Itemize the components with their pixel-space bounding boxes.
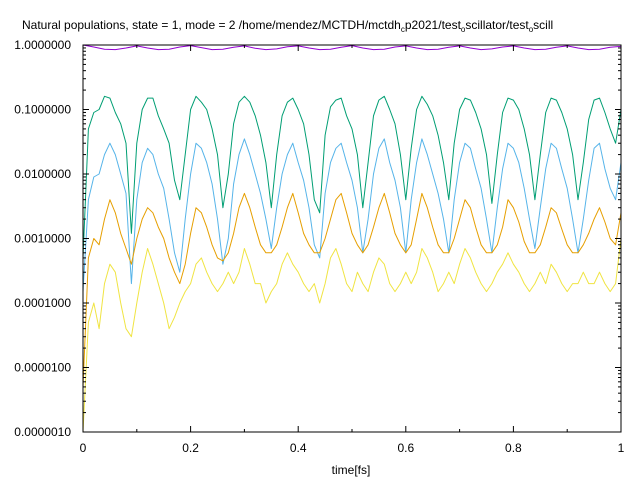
series-layer	[82, 44, 622, 433]
x-axis: 0 0.2 0.4 0.6 0.8 1	[80, 45, 625, 455]
series-line-4	[82, 192, 622, 387]
x-tick-label: 0.8	[505, 441, 522, 455]
y-tick-label: 0.0000100	[14, 361, 71, 375]
y-tick-label: 0.1000000	[14, 103, 71, 117]
chart-title: Natural populations, state = 1, mode = 2…	[22, 18, 553, 34]
y-tick-label: 0.0010000	[14, 232, 71, 246]
y-tick-label: 0.0001000	[14, 296, 71, 310]
x-tick-label: 0.6	[397, 441, 414, 455]
y-tick-label: 0.0000010	[14, 425, 71, 439]
y-axis: 0.0000010 0.0000100 0.0001000 0.0010000 0.01…	[14, 38, 621, 439]
series-line-5	[82, 238, 622, 433]
x-tick-label: 0	[80, 441, 87, 455]
y-tick-label: 0.0100000	[14, 167, 71, 181]
x-tick-label: 0.4	[290, 441, 307, 455]
series-line-3	[82, 138, 622, 292]
x-axis-label: time[fs]	[332, 463, 371, 477]
y-tick-label: 1.0000000	[14, 38, 71, 52]
x-tick-label: 1	[618, 441, 625, 455]
series-line-2	[82, 95, 622, 258]
x-tick-label: 0.2	[182, 441, 199, 455]
